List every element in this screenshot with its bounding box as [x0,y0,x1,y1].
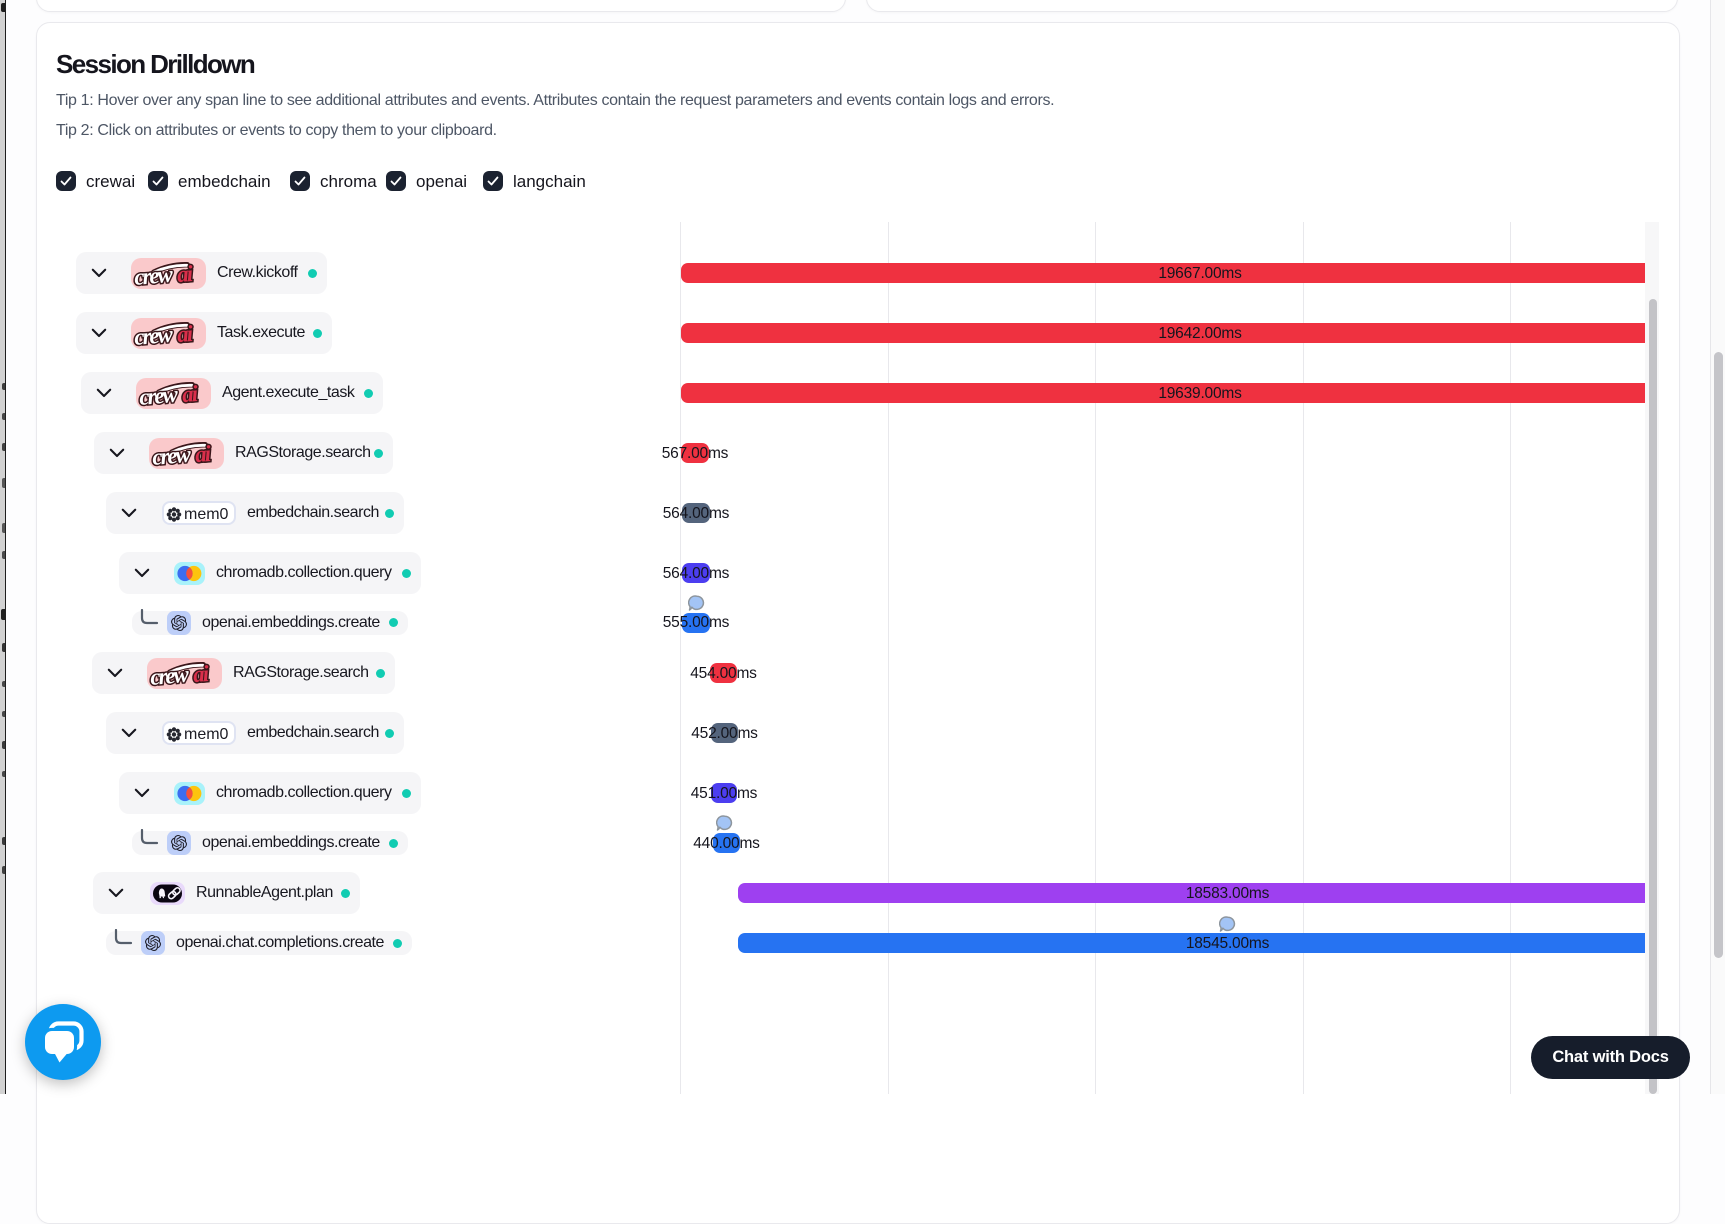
svg-text:ai: ai [176,260,195,286]
svg-text:ai: ai [181,380,200,406]
svg-text:ai: ai [176,320,195,346]
svg-text:ai: ai [194,440,213,466]
svg-text:crew: crew [133,261,174,288]
svg-text:crew: crew [149,661,190,688]
svg-text:crew: crew [138,381,179,408]
svg-text:crew: crew [151,441,192,468]
svg-text:ai: ai [192,660,211,686]
svg-text:mem0: mem0 [184,726,229,743]
svg-text:crew: crew [133,321,174,348]
svg-text:mem0: mem0 [184,506,229,523]
